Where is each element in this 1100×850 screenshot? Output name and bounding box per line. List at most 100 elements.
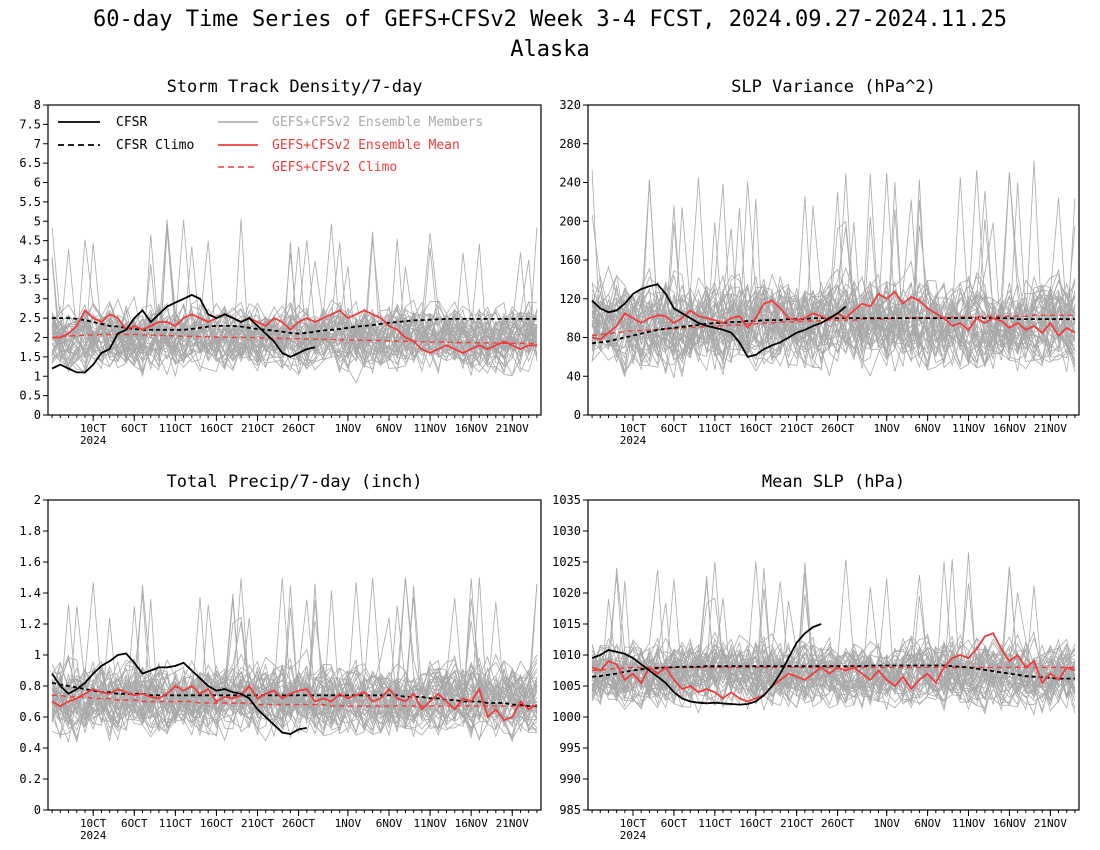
y-tick-label: 0.8 (19, 679, 41, 693)
y-tick-label: 2 (34, 331, 41, 345)
ensemble-member-line (51, 617, 538, 734)
legend-label-members: GEFS+CFSv2 Ensemble Members (272, 115, 483, 130)
series-line-ens-mean (591, 632, 1076, 703)
figure-title: 60-day Time Series of GEFS+CFSv2 Week 3-… (93, 7, 1007, 32)
x-tick-label: 6OCT (121, 422, 148, 435)
x-tick-label: 16NOV (455, 817, 488, 830)
y-tick-label: 0 (34, 803, 41, 817)
y-tick-label: 1000 (552, 710, 581, 724)
panel-title: Storm Track Density/7-day (167, 77, 423, 97)
x-tick-label: 21OCT (241, 817, 274, 830)
ensemble-member-line (591, 282, 1076, 360)
x-tick-label: 10CT (80, 817, 107, 830)
series-lines (51, 293, 537, 374)
plot-frame (587, 104, 1080, 416)
x-tick-label: 21NOV (496, 817, 529, 830)
ensemble-member-line (591, 266, 1076, 362)
ensemble-member-line (591, 597, 1076, 712)
series-line-cfsr (591, 623, 822, 706)
ensemble-member-line (51, 246, 537, 374)
ensemble-member-line (591, 223, 1076, 359)
y-tick-label: 985 (559, 803, 581, 817)
x-tick-label: 6NOV (914, 817, 941, 830)
chart-panel-3: Total Precip/7-day (inch)00.20.40.60.811… (19, 472, 542, 842)
x-tick-label: 11OCT (159, 817, 192, 830)
series-lines (51, 652, 538, 735)
y-tick-label: 5 (34, 214, 41, 228)
ensemble-member-line (591, 598, 1076, 711)
x-tick-label: 1NOV (335, 422, 362, 435)
y-tick-label: 2.5 (19, 311, 41, 325)
series-line-ens-mean (52, 308, 537, 354)
panel-title: SLP Variance (hPa^2) (731, 77, 936, 97)
y-tick-label: 200 (559, 214, 581, 228)
legend-label-cfsr-climo: CFSR Climo (116, 138, 194, 153)
ensemble-member-line (591, 559, 1076, 712)
x-tick-label: 11OCT (159, 422, 192, 435)
x-tick-label: 21OCT (241, 422, 274, 435)
x-tick-label: 16OCT (200, 817, 233, 830)
chart-panel-4: Mean SLP (hPa) 985 990 995 1000 1005 1010 1015 1… (552, 472, 1080, 842)
y-tick-label: 0 (574, 408, 581, 422)
ensemble-member-line (51, 248, 537, 371)
x-tick-label: 6OCT (661, 422, 688, 435)
x-tick-label: 10CT (620, 817, 647, 830)
y-tick-label: 0.4 (19, 741, 41, 755)
y-tick-label: 240 (559, 176, 581, 190)
y-tick-label: 40 (567, 369, 581, 383)
x-tick-label: 11NOV (952, 422, 985, 435)
legend-label-cfsr: CFSR (116, 115, 147, 130)
series-line-cfsr-climo (52, 317, 537, 335)
y-tick-label: 320 (559, 98, 581, 112)
y-tick-label: 1.4 (19, 586, 41, 600)
y-tick-label: 0 (34, 408, 41, 422)
ensemble-member-line (591, 199, 1076, 371)
y-tick-label: 4 (34, 253, 41, 267)
x-tick-label: 21OCT (780, 422, 813, 435)
x-tick-label: 16NOV (993, 422, 1026, 435)
panel-title: Total Precip/7-day (inch) (167, 472, 423, 492)
ensemble-members (51, 219, 538, 384)
y-tick-label: 1005 (552, 679, 581, 693)
x-tick-label: 26OCT (282, 422, 315, 435)
x-tick-label: 11NOV (414, 422, 447, 435)
y-tick-label: 995 (559, 741, 581, 755)
series-line-cfsr (51, 293, 316, 374)
ensemble-member-line (51, 598, 538, 736)
ensemble-member-line (51, 605, 538, 735)
y-tick-label: 8 (34, 98, 41, 112)
x-tick-label: 6NOV (914, 422, 941, 435)
ensemble-member-line (51, 309, 538, 372)
ensemble-member-line (591, 636, 1076, 706)
ensemble-member-line (592, 207, 1076, 369)
y-tick-label: 160 (559, 253, 581, 267)
ensemble-member-line (51, 252, 538, 373)
ensemble-member-line (51, 599, 538, 742)
y-tick-label: 1.6 (19, 555, 41, 569)
x-tick-label: 16OCT (739, 422, 772, 435)
x-tick-label: 6OCT (121, 817, 148, 830)
ensemble-member-line (51, 606, 538, 736)
y-tick-label: 80 (567, 331, 581, 345)
ensemble-member-line (591, 561, 1076, 715)
legend-label-ens-mean: GEFS+CFSv2 Ensemble Mean (272, 138, 460, 153)
x-tick-label: 11NOV (414, 817, 447, 830)
x-tick-label: 6NOV (376, 422, 403, 435)
x-tick-label: 21OCT (780, 817, 813, 830)
ensemble-member-line (591, 580, 1076, 709)
y-tick-label: 1025 (552, 555, 581, 569)
panel-title: Mean SLP (hPa) (762, 472, 905, 492)
x-tick-label: 16OCT (200, 422, 233, 435)
ensemble-member-line (51, 240, 538, 370)
chart-panel-2: SLP Variance (hPa^2) 0 40 80 120 160 200 240 280… (559, 77, 1080, 447)
x-tick-label: 6NOV (376, 817, 403, 830)
x-tick-label: 1NOV (335, 817, 362, 830)
y-tick-label: 1.8 (19, 524, 41, 538)
y-tick-label: 6.5 (19, 156, 41, 170)
y-tick-label: 0.2 (19, 772, 41, 786)
y-tick-label: 120 (559, 292, 581, 306)
y-tick-label: 1015 (552, 617, 581, 631)
series-line-cfsr (51, 652, 307, 735)
ensemble-members (51, 577, 538, 744)
ensemble-members (591, 160, 1076, 379)
